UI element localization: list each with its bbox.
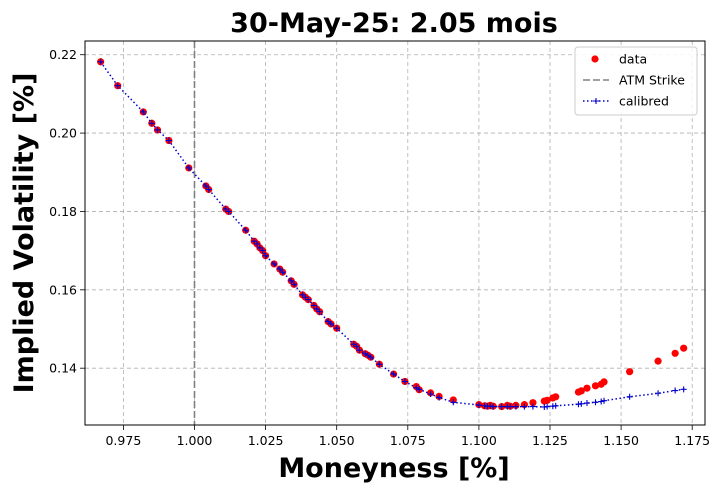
calibred-marker [271, 260, 278, 267]
calibred-marker [225, 208, 232, 215]
calibred-marker [498, 403, 505, 410]
data-point [577, 387, 585, 395]
calibred-marker [165, 137, 172, 144]
calibred-marker [262, 252, 269, 259]
calibred-marker [583, 400, 590, 407]
data-point [543, 396, 551, 404]
data-point [583, 384, 591, 392]
calibred-marker [254, 240, 261, 247]
x-axis-label: Moneyness [%] [278, 453, 509, 484]
data-point [671, 349, 679, 357]
data-point [600, 378, 608, 386]
x-tick-label: 1.050 [319, 433, 355, 448]
calibred-marker [507, 403, 514, 410]
legend-label: data [619, 52, 647, 67]
calibred-marker [578, 400, 585, 407]
calibred-marker [316, 308, 323, 315]
calibred-marker [310, 302, 317, 309]
calibred-marker [512, 403, 519, 410]
calibred-marker [356, 347, 363, 354]
y-tick-label: 0.20 [49, 126, 77, 141]
calibred-marker [114, 82, 121, 89]
calibred-marker [328, 320, 335, 327]
calibred-marker [601, 397, 608, 404]
calibred-marker [655, 390, 662, 397]
x-tick-label: 1.175 [674, 433, 710, 448]
calibred-marker [185, 164, 192, 171]
data-point [529, 399, 537, 407]
calibred-marker [592, 399, 599, 406]
calibred-line [99, 61, 684, 408]
calibred-marker [154, 126, 161, 133]
calibred-marker [390, 371, 397, 378]
y-tick-label: 0.16 [49, 282, 77, 297]
legend-label: calibred [619, 94, 669, 109]
calibred-marker [140, 108, 147, 115]
calibred-marker [416, 386, 423, 393]
calibred-marker [626, 393, 633, 400]
y-tick-label: 0.18 [49, 204, 77, 219]
x-tick-label: 1.025 [248, 433, 284, 448]
series-layer [97, 58, 688, 411]
data-point [591, 382, 600, 390]
chart-title: 30-May-25: 2.05 mois [230, 8, 558, 39]
calibred-marker [367, 354, 374, 361]
plot-frame [84, 40, 706, 426]
calibred-marker [291, 281, 298, 288]
calibred-marker [544, 403, 551, 410]
legend-box [574, 46, 698, 116]
calibred-marker [376, 361, 383, 368]
y-tick-label: 0.14 [49, 361, 77, 376]
calibred-marker [427, 391, 434, 398]
calibred-marker [672, 387, 679, 394]
x-tick-label: 0.975 [105, 433, 141, 448]
calibred-marker [256, 244, 263, 251]
x-tick-label: 1.125 [532, 433, 568, 448]
calibred-marker [313, 306, 320, 313]
y-axis-label: Implied Volatility [%] [9, 73, 40, 394]
calibred-marker [598, 398, 605, 405]
legend-handle-calibred-marker [593, 98, 599, 104]
data-point [552, 393, 560, 401]
data-point [680, 344, 688, 352]
calibred-marker [401, 378, 408, 385]
data-point [626, 368, 634, 376]
calibred-marker [475, 402, 482, 409]
calibred-marker [552, 402, 559, 409]
calibred-marker [680, 386, 687, 393]
calibred-marker [450, 399, 457, 406]
calibred-marker [436, 394, 443, 401]
x-tick-label: 1.150 [603, 433, 639, 448]
calibred-marker [276, 266, 283, 273]
legend: data ATM Strike calibred [574, 46, 698, 116]
calibred-marker [490, 403, 497, 410]
calibred-marker [521, 403, 528, 410]
legend-handle-data [591, 55, 599, 63]
calibred-marker [353, 343, 360, 350]
legend-label: ATM Strike [619, 73, 685, 88]
calibred-marker [251, 238, 258, 245]
calibred-marker [288, 277, 295, 284]
calibred-marker [279, 269, 286, 276]
calibred-marker [205, 186, 212, 193]
calibred-marker [305, 296, 312, 303]
calibred-marker [202, 182, 209, 189]
y-tick-label: 0.22 [49, 47, 77, 62]
x-tick-label: 1.075 [390, 433, 426, 448]
calibred-marker [333, 325, 340, 332]
axes-layer: 0.975 1.000 1.025 1.050 1.075 1.100 1.125 1.150… [49, 40, 710, 448]
calibred-marker [148, 120, 155, 127]
x-tick-label: 1.000 [177, 433, 213, 448]
calibred-marker [97, 58, 104, 65]
data-point [654, 357, 662, 365]
calibred-marker [259, 247, 266, 254]
calibred-marker [529, 403, 536, 410]
x-tick-label: 1.100 [461, 433, 497, 448]
calibred-marker [242, 227, 249, 234]
